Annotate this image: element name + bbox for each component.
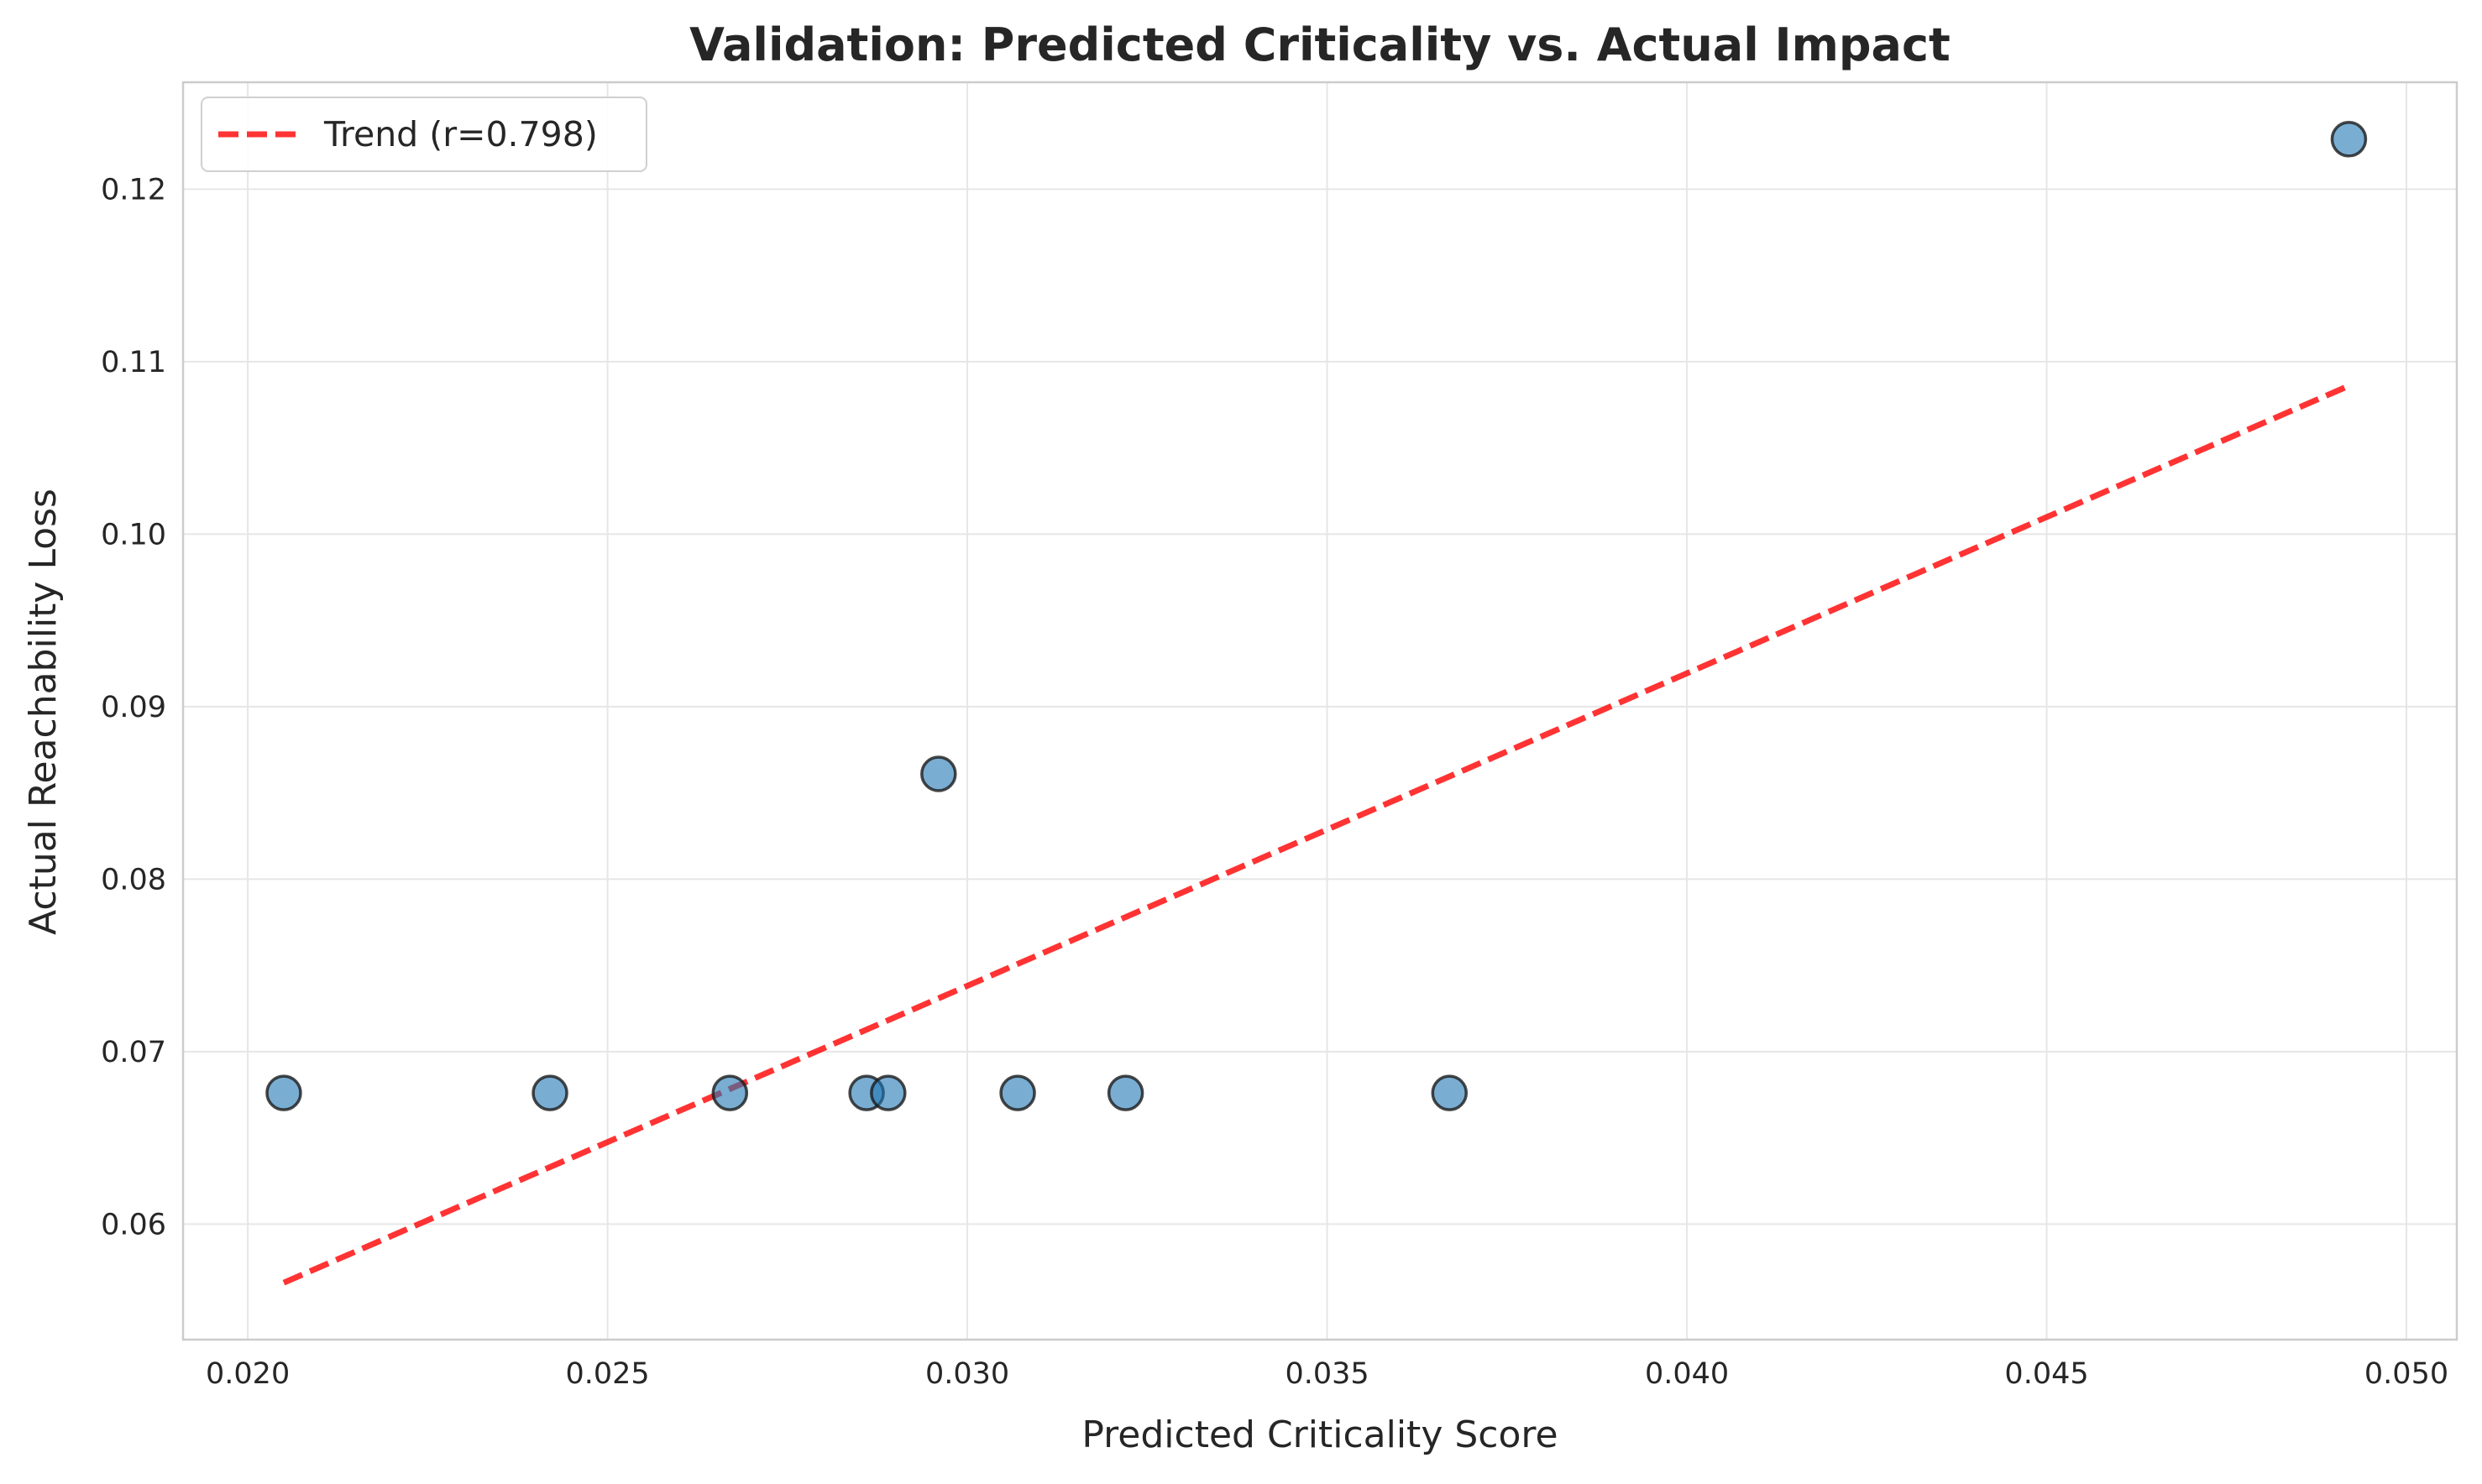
data-point [1431, 1074, 1469, 1111]
chart-title: Validation: Predicted Criticality vs. Ac… [689, 18, 1951, 71]
y-tick-label: 0.11 [101, 346, 166, 379]
y-tick-label: 0.09 [101, 691, 166, 724]
y-tick-label: 0.07 [101, 1036, 166, 1069]
plot-area [181, 81, 2458, 1341]
trend-line-group [282, 383, 2350, 1286]
legend-trend-label: Trend (r=0.798) [323, 114, 598, 154]
legend: Trend (r=0.798) [201, 97, 647, 172]
y-tick-label: 0.08 [101, 863, 166, 896]
x-tick-label: 0.025 [566, 1357, 650, 1391]
scatter-points [265, 121, 2368, 1111]
x-tick-label: 0.035 [1285, 1357, 1369, 1391]
legend-box [201, 97, 647, 172]
data-point [711, 1074, 749, 1111]
data-point [920, 755, 957, 792]
y-tick-label: 0.12 [101, 173, 166, 206]
y-tick-label: 0.06 [101, 1208, 166, 1241]
x-tick-label: 0.045 [2004, 1357, 2088, 1391]
data-point [265, 1074, 302, 1111]
grid-lines [183, 82, 2457, 1340]
x-axis-label: Predicted Criticality Score [1081, 1413, 1558, 1456]
y-tick-label: 0.10 [101, 518, 166, 551]
x-tick-label: 0.020 [206, 1357, 290, 1391]
data-point [531, 1074, 568, 1111]
y-axis-label: Actual Reachability Loss [22, 489, 65, 935]
x-tick-label: 0.050 [2364, 1357, 2448, 1391]
x-tick-label: 0.030 [925, 1357, 1009, 1391]
data-point [1107, 1074, 1144, 1111]
trend-line [282, 383, 2350, 1286]
data-point [2330, 121, 2368, 158]
data-point [870, 1074, 907, 1111]
data-point [999, 1074, 1036, 1111]
x-tick-label: 0.040 [1645, 1357, 1729, 1391]
y-axis-ticks: 0.06 0.07 0.08 0.09 0.10 0.11 0.12 [101, 173, 166, 1241]
x-axis-ticks: 0.020 0.025 0.030 0.035 0.040 0.045 0.050 [206, 1357, 2448, 1391]
